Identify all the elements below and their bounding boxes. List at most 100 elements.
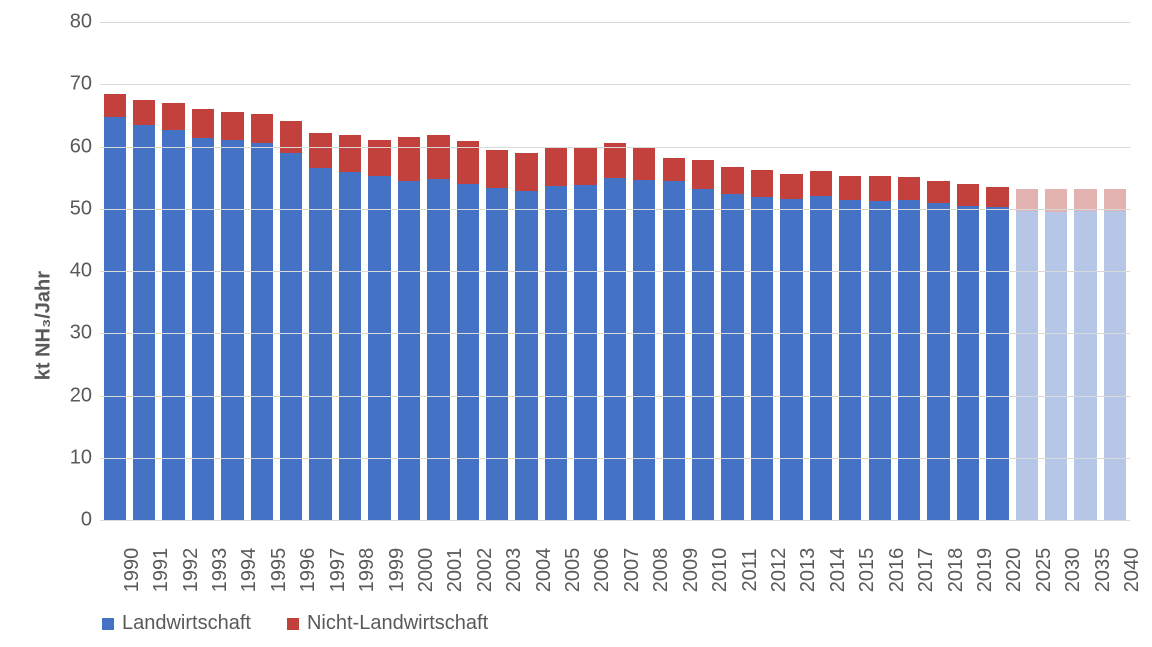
x-tick-label: 2003 [497, 548, 526, 593]
x-tick-label: 2011 [733, 548, 762, 591]
bar-segment-nicht-landwirtschaft [545, 148, 567, 185]
bar-segment-nicht-landwirtschaft [721, 167, 743, 194]
gridline [100, 333, 1130, 335]
bar-stack [957, 184, 979, 520]
bar-segment-landwirtschaft [869, 201, 891, 520]
bar-segment-landwirtschaft [368, 176, 390, 520]
x-tick-label: 1998 [350, 548, 379, 593]
y-axis-title: kt NH₃/Jahr [33, 271, 56, 380]
x-tick-label: 2025 [1027, 548, 1056, 593]
x-tick-label: 1993 [203, 548, 232, 593]
x-tick-label: 1990 [115, 548, 144, 593]
y-tick-label: 0 [81, 509, 92, 532]
bar-segment-landwirtschaft [1074, 211, 1096, 520]
bar-segment-nicht-landwirtschaft [780, 174, 802, 199]
bar-segment-nicht-landwirtschaft [133, 100, 155, 124]
bar-segment-nicht-landwirtschaft [221, 112, 243, 139]
gridline [100, 458, 1130, 460]
nh3-emissions-chart: 1990199119921993199419951996199719981999… [0, 0, 1152, 647]
gridline [100, 396, 1130, 398]
bar-stack [309, 133, 331, 520]
bar-segment-landwirtschaft [1104, 211, 1126, 520]
x-tick-label: 2000 [409, 548, 438, 593]
gridline [100, 520, 1130, 522]
x-tick-label: 2007 [615, 548, 644, 593]
legend-item: Landwirtschaft [102, 612, 251, 635]
x-tick-label: 2017 [909, 548, 938, 593]
bar-segment-nicht-landwirtschaft [280, 121, 302, 153]
bar-segment-nicht-landwirtschaft [957, 184, 979, 205]
x-tick-label: 2010 [703, 548, 732, 593]
bar-stack [280, 121, 302, 520]
bar-segment-landwirtschaft [162, 130, 184, 520]
y-tick-label: 10 [70, 446, 92, 469]
x-tick-label: 2002 [468, 548, 497, 593]
bar-segment-nicht-landwirtschaft [663, 158, 685, 181]
bar-stack [339, 135, 361, 520]
bar-stack [604, 143, 626, 520]
bar-segment-landwirtschaft [427, 179, 449, 520]
gridline [100, 147, 1130, 149]
bar-segment-nicht-landwirtschaft [574, 148, 596, 185]
legend-label: Landwirtschaft [122, 612, 251, 635]
y-tick-label: 40 [70, 260, 92, 283]
bar-segment-landwirtschaft [751, 197, 773, 520]
x-tick-label: 2005 [556, 548, 585, 593]
bar-segment-nicht-landwirtschaft [309, 133, 331, 168]
plot-area: 1990199119921993199419951996199719981999… [100, 22, 1130, 520]
x-tick-label: 2009 [674, 548, 703, 593]
bar-segment-landwirtschaft [604, 178, 626, 520]
bar-stack [663, 158, 685, 520]
x-tick-label: 2030 [1056, 548, 1085, 593]
y-tick-label: 60 [70, 135, 92, 158]
bar-segment-nicht-landwirtschaft [927, 181, 949, 203]
x-tick-label: 1999 [380, 548, 409, 593]
x-tick-label: 2008 [644, 548, 673, 593]
bar-segment-nicht-landwirtschaft [869, 176, 891, 201]
bar-segment-landwirtschaft [957, 206, 979, 520]
bar-segment-landwirtschaft [721, 194, 743, 520]
bar-segment-nicht-landwirtschaft [251, 114, 273, 143]
bar-segment-nicht-landwirtschaft [839, 176, 861, 200]
y-tick-label: 30 [70, 322, 92, 345]
gridline [100, 209, 1130, 211]
bar-stack [692, 160, 714, 520]
x-tick-label: 2019 [968, 548, 997, 593]
x-tick-label: 1997 [321, 548, 350, 593]
bar-segment-landwirtschaft [251, 143, 273, 520]
bar-segment-landwirtschaft [1016, 211, 1038, 520]
bar-segment-landwirtschaft [927, 203, 949, 520]
bar-segment-landwirtschaft [1045, 212, 1067, 520]
x-tick-label: 1992 [174, 548, 203, 593]
bar-segment-landwirtschaft [692, 189, 714, 520]
bar-segment-nicht-landwirtschaft [810, 171, 832, 195]
bar-segment-landwirtschaft [898, 200, 920, 520]
bar-segment-nicht-landwirtschaft [604, 143, 626, 178]
bar-stack [839, 176, 861, 520]
bar-stack [427, 135, 449, 520]
bar-segment-nicht-landwirtschaft [898, 177, 920, 200]
legend-label: Nicht-Landwirtschaft [307, 612, 488, 635]
x-tick-label: 2035 [1086, 548, 1115, 593]
bar-segment-landwirtschaft [486, 188, 508, 520]
x-tick-label: 2012 [762, 548, 791, 593]
bar-segment-nicht-landwirtschaft [692, 160, 714, 189]
bar-segment-landwirtschaft [663, 181, 685, 520]
bar-segment-nicht-landwirtschaft [486, 150, 508, 189]
gridline [100, 84, 1130, 86]
x-tick-label: 1991 [144, 548, 173, 593]
bar-segment-landwirtschaft [398, 181, 420, 520]
bar-segment-landwirtschaft [457, 184, 479, 520]
bar-stack [104, 94, 126, 520]
bar-segment-nicht-landwirtschaft [986, 187, 1008, 207]
bar-segment-nicht-landwirtschaft [339, 135, 361, 172]
bar-stack [1016, 189, 1038, 520]
bar-segment-landwirtschaft [810, 196, 832, 520]
y-tick-label: 20 [70, 384, 92, 407]
bar-stack [927, 181, 949, 520]
x-tick-label: 2006 [585, 548, 614, 593]
bar-stack [869, 176, 891, 520]
bar-segment-landwirtschaft [515, 191, 537, 520]
bar-segment-landwirtschaft [780, 199, 802, 520]
legend-item: Nicht-Landwirtschaft [287, 612, 488, 635]
